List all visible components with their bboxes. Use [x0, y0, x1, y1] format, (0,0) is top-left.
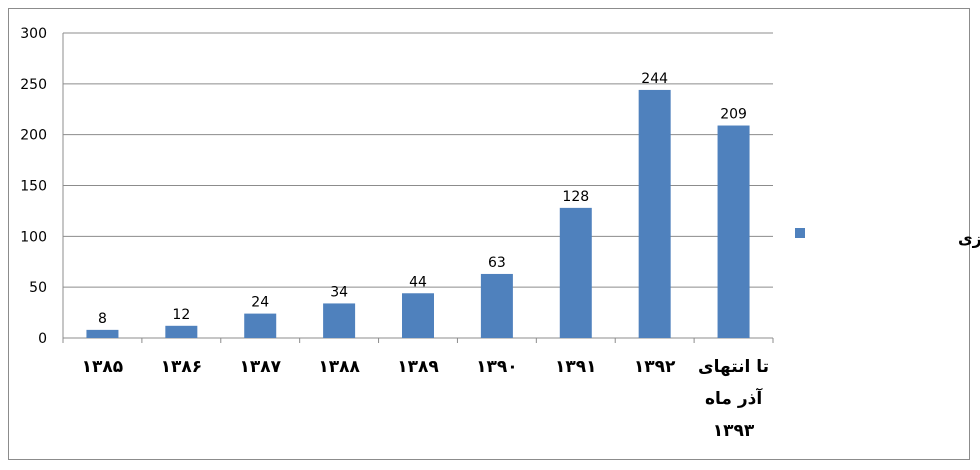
y-tick-label: 150 — [20, 179, 47, 195]
x-tick-label: ۱۳۸۶ — [161, 357, 203, 377]
y-tick-label: 300 — [20, 26, 47, 42]
bar — [559, 207, 592, 338]
x-tick-label-line: ۱۳۹۳ — [713, 421, 755, 441]
x-tick-label-line: ۱۳۸۶ — [161, 357, 203, 377]
data-label: 63 — [488, 255, 506, 271]
bar — [165, 325, 198, 338]
x-tick-label-line: ۱۳۹۲ — [634, 357, 676, 377]
bar — [86, 329, 119, 338]
x-tick-label-line: آذر ماه — [705, 387, 763, 409]
x-tick-label: ۱۳۸۸ — [318, 357, 360, 377]
data-label: 34 — [330, 284, 348, 300]
data-label: 244 — [641, 71, 668, 87]
x-tick-label-line: ۱۳۹۰ — [476, 357, 518, 377]
y-tick-label: 100 — [20, 229, 47, 245]
bar — [402, 293, 434, 338]
y-tick-label: 0 — [38, 331, 47, 347]
y-tick-label: 200 — [20, 128, 47, 144]
x-tick-label-line: تا انتهای — [698, 357, 769, 377]
y-tick-label: 50 — [29, 280, 47, 296]
bar — [244, 313, 277, 338]
x-tick-label-line: ۱۳۸۷ — [239, 357, 281, 377]
bar — [323, 303, 356, 338]
data-label: 209 — [720, 107, 747, 123]
data-label: 44 — [409, 274, 427, 290]
x-tick-label: ۱۳۹۰ — [476, 357, 518, 377]
x-tick-label-line: ۱۳۸۸ — [318, 357, 360, 377]
data-label: 8 — [98, 311, 107, 327]
x-tick-label-line: ۱۳۹۱ — [555, 357, 597, 377]
bar — [717, 125, 750, 339]
x-tick-label: ۱۳۸۷ — [239, 357, 281, 377]
data-label: 24 — [251, 295, 269, 311]
y-tick-label: 250 — [20, 77, 47, 93]
x-tick-label: ۱۳۸۵ — [82, 357, 124, 377]
legend-swatch — [795, 228, 805, 238]
x-tick-label: ۱۳۹۲ — [634, 357, 676, 377]
x-tick-label: تا انتهای آذر ماه ۱۳۹۳ — [698, 357, 769, 441]
legend-label: تعداد برنامه باز آموزی — [958, 228, 980, 248]
x-tick-label: ۱۳۹۱ — [555, 357, 597, 377]
data-label: 12 — [172, 307, 190, 323]
x-tick-label-line: ۱۳۸۵ — [82, 357, 124, 377]
x-tick-label: ۱۳۸۹ — [397, 357, 439, 377]
bar — [480, 273, 513, 338]
bar — [638, 89, 671, 338]
x-tick-label-line: ۱۳۸۹ — [397, 357, 439, 377]
data-label: 128 — [562, 189, 589, 205]
